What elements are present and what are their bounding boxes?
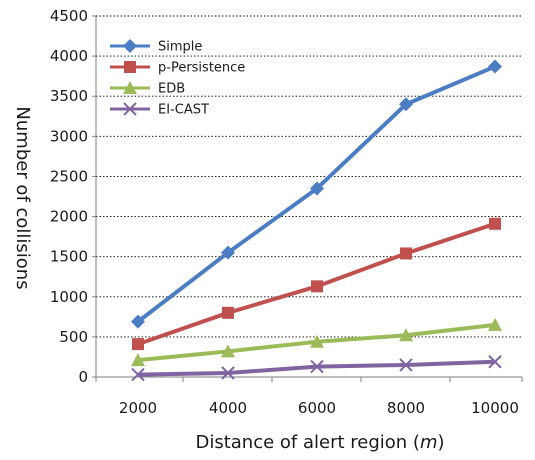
data-point xyxy=(311,280,323,293)
series-edb xyxy=(131,317,502,367)
legend-label: EI-CAST xyxy=(158,103,209,118)
x-tick-label: 6000 xyxy=(298,399,336,417)
legend-marker xyxy=(123,102,137,116)
y-axis-title: Number of collisions xyxy=(12,106,33,289)
data-point xyxy=(221,245,235,260)
legend-marker xyxy=(123,39,137,53)
data-point xyxy=(310,359,324,374)
data-point xyxy=(399,328,413,342)
legend-entry-edb: EDB xyxy=(110,81,185,97)
data-point xyxy=(222,306,234,319)
data-point xyxy=(399,358,413,372)
data-point xyxy=(400,247,412,260)
y-tick-label: 3500 xyxy=(50,87,88,105)
x-tick-label: 8000 xyxy=(387,399,425,417)
y-tick-label: 1000 xyxy=(50,288,88,306)
legend-entry-p-persistence: p-Persistence xyxy=(110,61,245,76)
legend-label: p-Persistence xyxy=(158,61,245,76)
legend-entry-simple: Simple xyxy=(110,39,202,55)
legend-entry-ei-cast: EI-CAST xyxy=(110,102,209,118)
legend-marker xyxy=(124,61,136,73)
series-lines xyxy=(131,59,502,382)
data-point xyxy=(131,314,145,329)
grid-lines xyxy=(96,15,522,338)
x-tick-label: 10000 xyxy=(471,399,519,417)
data-point xyxy=(488,317,502,331)
y-tick-label: 2000 xyxy=(50,208,88,226)
legend-marker xyxy=(123,81,137,94)
data-point xyxy=(488,59,502,74)
x-tick-labels: 2000 4000 6000 8000 10000 xyxy=(119,399,519,417)
legend: Simple p-Persistence EDB EI-CAST xyxy=(110,39,245,118)
x-axis-title-suffix: ) xyxy=(437,432,444,453)
y-tick-label: 0 xyxy=(78,368,88,386)
data-point xyxy=(488,355,502,369)
data-point xyxy=(489,217,501,230)
y-tick-labels: 0 500 1000 1500 2000 2500 3000 3500 4000 4500 xyxy=(50,7,88,386)
data-point xyxy=(132,338,144,351)
series-ei-cast xyxy=(131,355,502,382)
data-point xyxy=(131,353,145,367)
legend-label: EDB xyxy=(158,82,185,97)
y-tick-label: 3000 xyxy=(50,127,88,145)
data-point xyxy=(399,97,413,112)
series-p-persistence xyxy=(132,217,501,351)
series-simple xyxy=(131,59,502,329)
data-point xyxy=(221,344,235,358)
y-tick-label: 4000 xyxy=(50,47,88,65)
x-axis-title: Distance of alert region (m) xyxy=(195,432,444,453)
axes xyxy=(92,15,523,382)
y-tick-label: 500 xyxy=(59,328,88,346)
data-point xyxy=(131,367,145,382)
y-tick-label: 4500 xyxy=(50,7,88,25)
x-tick-label: 4000 xyxy=(209,399,247,417)
y-tick-label: 2500 xyxy=(50,167,88,185)
y-tick-label: 1500 xyxy=(50,248,88,266)
x-axis-title-unit: m xyxy=(420,432,438,453)
legend-label: Simple xyxy=(158,40,202,55)
data-point xyxy=(310,334,324,348)
x-tick-label: 2000 xyxy=(119,399,157,417)
data-point xyxy=(310,181,324,196)
data-point xyxy=(221,366,235,380)
x-axis-title-prefix: Distance of alert region ( xyxy=(195,432,419,453)
